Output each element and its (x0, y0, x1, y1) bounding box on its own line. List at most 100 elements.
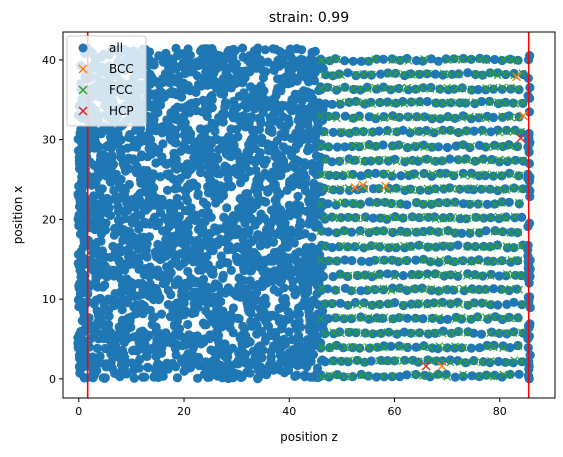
atom-point (402, 53, 412, 64)
atom-point (457, 343, 467, 353)
atom-point (493, 356, 504, 367)
plot-frame (62, 31, 556, 399)
atom-point (262, 278, 272, 288)
fcc-point (482, 56, 491, 65)
fcc-point (507, 255, 516, 264)
atom-point (102, 270, 112, 280)
fcc-point (463, 300, 472, 309)
fcc-point (341, 170, 350, 178)
atom-point (197, 337, 207, 347)
fcc-point (489, 171, 498, 179)
atom-point (150, 212, 160, 222)
fcc-point (364, 227, 373, 236)
fcc-point (482, 343, 491, 352)
atom-point (442, 142, 452, 153)
atom-point (347, 256, 357, 266)
atom-point (187, 308, 197, 319)
fcc-point (396, 256, 405, 265)
atom-point (512, 284, 522, 294)
atom-point (218, 306, 228, 316)
atom-point (403, 85, 413, 95)
fcc-point (387, 227, 396, 236)
atom-point (258, 106, 268, 117)
atom-point (284, 313, 294, 323)
atom-point (189, 137, 199, 147)
atom-point (144, 330, 154, 340)
atom-point (469, 126, 479, 136)
atom-point (253, 342, 263, 352)
fcc-point (317, 343, 326, 352)
atom-point (203, 44, 213, 54)
atom-point (266, 310, 276, 320)
atom-point (179, 286, 189, 296)
fcc-point (418, 84, 427, 93)
fcc-point (404, 143, 413, 152)
fcc-point (328, 357, 337, 366)
atom-point (135, 220, 145, 230)
atom-point (433, 56, 443, 66)
y-tick-label: 0 (49, 373, 56, 386)
atom-point (502, 329, 512, 339)
fcc-point (446, 270, 455, 279)
atom-point (366, 356, 376, 366)
atom-point (302, 287, 312, 297)
atom-point (307, 315, 317, 325)
atom-point (497, 314, 507, 325)
fcc-point (502, 270, 511, 279)
fcc-point (515, 198, 524, 207)
atom-point (135, 327, 145, 337)
fcc-point (458, 114, 467, 123)
fcc-point (515, 171, 524, 180)
atom-point (167, 86, 177, 97)
atom-point (502, 299, 512, 309)
fcc-point (320, 300, 329, 308)
fcc-point (388, 255, 397, 264)
atom-point (244, 140, 254, 150)
atom-point (363, 168, 373, 179)
fcc-point (507, 55, 516, 64)
atom-point (269, 212, 279, 222)
x-tick-label: 80 (493, 405, 507, 418)
atom-point (473, 85, 483, 95)
atom-point (196, 167, 206, 178)
atom-point (253, 195, 264, 205)
atom-point (447, 69, 457, 79)
fcc-point (355, 114, 364, 122)
atom-point (433, 227, 443, 237)
fcc-point (361, 243, 370, 252)
fcc-point (420, 54, 429, 63)
y-tick-label: 20 (42, 213, 56, 226)
fcc-point (474, 170, 483, 179)
fcc-point (419, 255, 428, 264)
atom-point (429, 298, 439, 308)
x-tick-label: 60 (388, 405, 402, 418)
atom-point (494, 328, 504, 338)
bcc-point (381, 181, 391, 191)
atom-point (300, 186, 310, 196)
bcc-point (437, 361, 447, 371)
atom-point (187, 98, 197, 108)
atom-point (144, 232, 154, 242)
atom-point (488, 256, 498, 266)
x-ticks: 0 20 40 60 80 (75, 398, 507, 418)
atom-point (332, 85, 342, 95)
fcc-point (443, 56, 452, 65)
atom-point (244, 276, 255, 286)
atom-point (118, 225, 129, 235)
fcc-point (408, 301, 417, 309)
atom-point (145, 305, 155, 315)
atom-point (104, 334, 114, 345)
fcc-point (495, 128, 504, 137)
fcc-point (336, 184, 345, 193)
fcc-point (339, 198, 348, 207)
fcc-point (364, 372, 373, 380)
atom-point (99, 321, 109, 331)
atom-point (184, 145, 194, 155)
atom-point (374, 126, 384, 136)
atom-point (114, 178, 124, 188)
fcc-point (482, 371, 491, 380)
fcc-point (418, 113, 427, 122)
atom-point (328, 272, 338, 282)
atom-point (485, 68, 495, 78)
atom-point (481, 142, 491, 152)
